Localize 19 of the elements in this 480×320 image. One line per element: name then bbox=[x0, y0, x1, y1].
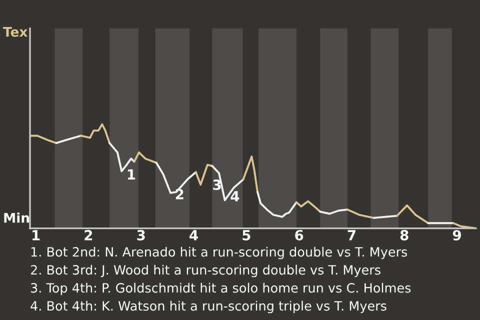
x-tick-label: 3 bbox=[137, 230, 145, 240]
text: 4. Bot 4th: K. Watson hit a run-scoring triple vs T. Myers bbox=[30, 300, 386, 314]
x-tick-label: 1 bbox=[32, 230, 40, 240]
x-tick-label: 2 bbox=[84, 230, 92, 240]
text: Min bbox=[4, 212, 30, 223]
text: 2. Bot 3rd: J. Wood hit a run-scoring double vs T. Myers bbox=[30, 264, 380, 278]
x-tick-label: 8 bbox=[400, 230, 408, 240]
x-tick-label: 6 bbox=[295, 230, 304, 240]
annotation: 2 bbox=[176, 188, 184, 200]
annotation: 1 bbox=[128, 169, 136, 180]
x-tick-label: 7 bbox=[348, 230, 356, 240]
x-tick-label: 5 bbox=[242, 230, 250, 240]
text: 1. Bot 2nd: N. Arenado hit a run-scoring double vs T. Myers bbox=[31, 246, 408, 260]
x-tick-label: 9 bbox=[452, 230, 461, 240]
annotation: 3 bbox=[213, 180, 221, 190]
text: 3. Top 4th: P. Goldschmidt hit a solo home run vs C. Holmes bbox=[30, 282, 411, 296]
x-tick-label: 4 bbox=[190, 230, 198, 240]
text: Tex bbox=[3, 27, 28, 37]
annotation: 4 bbox=[230, 191, 240, 202]
